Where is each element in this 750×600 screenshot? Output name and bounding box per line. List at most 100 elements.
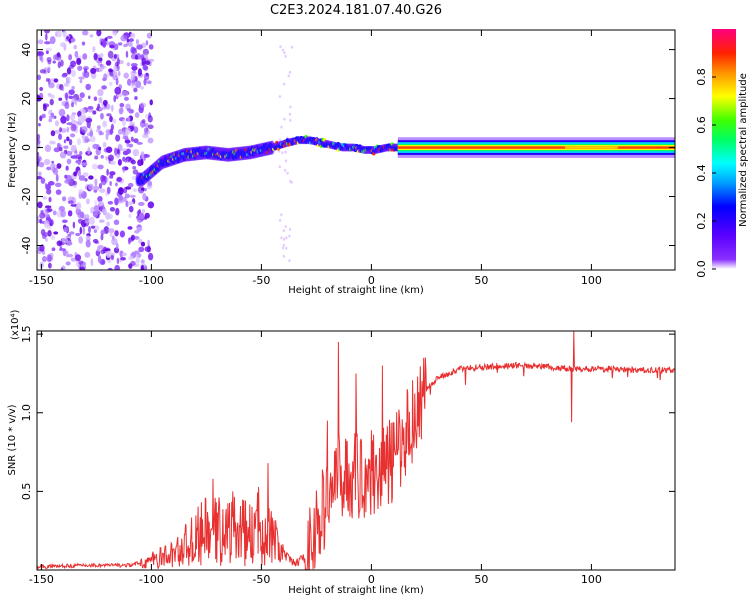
heatmap-noise-cell	[77, 170, 82, 177]
heatmap-noise-cell	[107, 228, 115, 234]
heatmap-noise-cell	[284, 54, 287, 58]
heatmap-noise-cell	[48, 196, 52, 203]
heatmap-noise-cell	[81, 41, 86, 46]
y-tick-label: 40	[20, 43, 33, 57]
heatmap-noise-cell	[278, 165, 281, 169]
heatmap-noise-cell	[133, 87, 138, 93]
heatmap-noise-cell	[78, 175, 86, 181]
colorbar: 0.0 0.2 0.4 0.6 0.8 Normalized spectral ampl…	[695, 29, 749, 278]
heatmap-noise-cell	[66, 158, 72, 165]
heatmap-noise-cell	[278, 95, 282, 99]
heatmap-noise-cell	[289, 105, 292, 109]
heatmap-noise-cell	[115, 242, 119, 250]
heatmap-noise-cell	[118, 70, 121, 77]
heatmap-noise-cell	[147, 137, 154, 144]
heatmap-noise-cell	[61, 74, 68, 78]
heatmap-noise-cell	[92, 163, 98, 170]
heatmap-noise-cell	[56, 30, 62, 38]
heatmap-noise-cell	[118, 194, 124, 202]
heatmap-noise-cell	[70, 155, 78, 159]
x-tick-label: 100	[581, 274, 602, 287]
heatmap-noise-cell	[127, 201, 134, 206]
heatmap-noise-cell	[45, 33, 48, 41]
heatmap-noise-cell	[278, 138, 282, 142]
heatmap-noise-cell	[281, 48, 285, 52]
heatmap-noise-cell	[98, 107, 103, 111]
heatmap-noise-cell	[125, 127, 131, 135]
heatmap-noise-cell	[47, 59, 52, 65]
heatmap-noise-cell	[147, 180, 153, 187]
heatmap-noise-cell	[37, 201, 43, 209]
heatmap-noise-cell	[88, 95, 91, 100]
heatmap-noise-cell	[116, 57, 120, 66]
heatmap-noise-cell	[89, 34, 94, 38]
heatmap-noise-cell	[63, 139, 67, 144]
heatmap-noise-cell	[102, 141, 107, 148]
heatmap-noise-cell	[96, 30, 102, 37]
snr-panel: -150 -100 -50 0 50 100 0.5 1.0 1.5 Height of st…	[7, 309, 676, 596]
heatmap-noise-cell	[283, 168, 287, 172]
heatmap-noise-cell	[280, 213, 283, 217]
heatmap-noise-cell	[47, 262, 52, 269]
heatmap-noise-cell	[45, 47, 53, 52]
heatmap-noise-cell	[122, 196, 127, 202]
heatmap-noise-cell	[106, 113, 112, 117]
heatmap-noise-cell	[283, 51, 286, 55]
heatmap-noise-cell	[110, 160, 116, 166]
heatmap-noise-cell	[68, 95, 74, 99]
heatmap-noise-cell	[97, 245, 104, 250]
heatmap-noise-cell	[58, 248, 66, 252]
heatmap-noise-cell	[51, 247, 56, 252]
x-tick-label: 0	[368, 274, 375, 287]
heatmap-noise-cell	[83, 214, 90, 219]
heatmap-noise-cell	[66, 126, 70, 133]
heatmap-noise-cell	[66, 136, 70, 142]
heatmap-noise-cell	[70, 203, 78, 207]
heatmap-noise-cell	[52, 60, 56, 64]
heatmap-noise-cell	[51, 160, 54, 164]
heatmap-noise-cell	[137, 68, 142, 76]
heatmap-noise-cell	[93, 52, 98, 61]
heatmap-noise-cell	[138, 246, 145, 253]
heatmap-noise-cell	[145, 40, 149, 46]
heatmap-noise-cell	[282, 237, 286, 241]
heatmap-noise-cell	[97, 59, 101, 67]
heatmap-noise-cell	[61, 219, 68, 223]
heatmap-noise-cell	[282, 243, 286, 247]
heatmap-noise-cell	[112, 30, 118, 36]
heatmap-noise-cell	[130, 33, 136, 37]
heatmap-noise-cell	[72, 221, 76, 229]
heatmap-noise-cell	[59, 127, 63, 133]
spectrogram-frame	[36, 29, 676, 271]
heatmap-noise-cell	[140, 151, 145, 158]
x-tick-label: -50	[252, 274, 270, 287]
heatmap-noise-cell	[129, 121, 135, 127]
heatmap-noise-cell	[100, 229, 106, 235]
heatmap-noise-cell	[58, 133, 62, 140]
heatmap-noise-cell	[128, 255, 134, 261]
heatmap-noise-cell	[57, 61, 61, 69]
heatmap-noise-cell	[106, 35, 113, 39]
heatmap-noise-cell	[98, 96, 103, 104]
heatmap-noise-cell	[120, 35, 128, 42]
heatmap-noise-cell	[50, 163, 56, 169]
heatmap-noise-cell	[278, 218, 282, 222]
heatmap-noise-cell	[119, 102, 125, 108]
heatmap-noise-cell	[43, 207, 46, 215]
heatmap-noise-cell	[59, 151, 67, 159]
heatmap-noise-cell	[105, 146, 113, 153]
heatmap-noise-cell	[37, 139, 41, 146]
heatmap-noise-cell	[52, 210, 57, 216]
heatmap-noise-cell	[115, 182, 118, 187]
heatmap-noise-cell	[109, 231, 113, 238]
heatmap-noise-cell	[109, 44, 115, 49]
heatmap-noise-cell	[117, 200, 124, 204]
heatmap-noise-cell	[142, 65, 149, 71]
heatmap-noise-cell	[141, 57, 146, 65]
heatmap-noise-cell	[42, 103, 47, 108]
heatmap-noise-cell	[101, 106, 108, 110]
heatmap-noise-cell	[125, 200, 129, 208]
heatmap-noise-cell	[54, 129, 61, 134]
heatmap-noise-cell	[83, 70, 90, 79]
heatmap-noise-cell	[284, 225, 287, 229]
